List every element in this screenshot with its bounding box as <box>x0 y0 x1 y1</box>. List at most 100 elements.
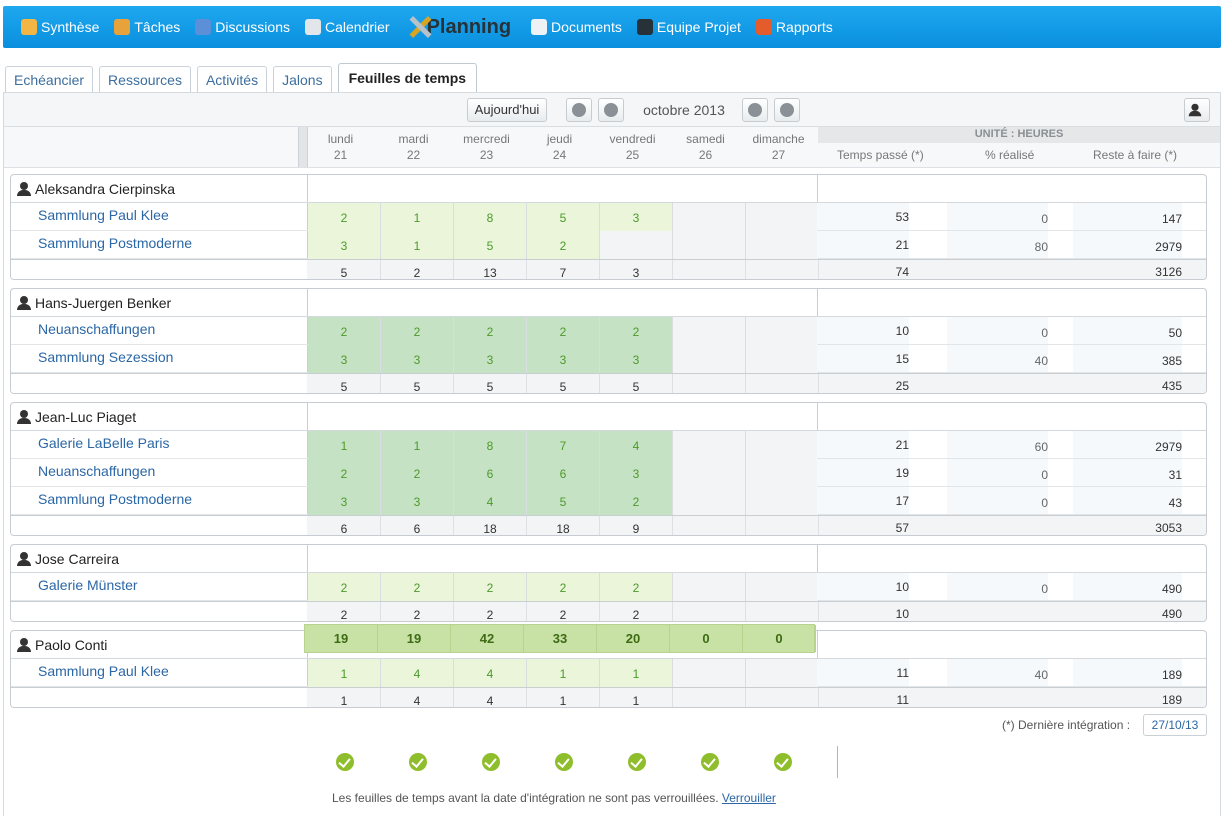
hour-cell[interactable]: 2 <box>308 573 381 601</box>
project-link[interactable]: Neuanschaffungen <box>38 463 156 479</box>
hour-cell[interactable]: 1 <box>381 203 454 231</box>
hour-cell[interactable] <box>673 231 746 259</box>
nav-discussions[interactable]: Discussions <box>195 19 290 35</box>
hour-cell[interactable]: 2 <box>600 573 673 601</box>
hour-cell[interactable]: 4 <box>381 659 454 687</box>
person-name[interactable]: Jose Carreira <box>17 551 119 567</box>
hour-cell[interactable]: 4 <box>454 487 527 515</box>
person-name[interactable]: Aleksandra Cierpinska <box>17 181 175 197</box>
today-button[interactable]: Aujourd'hui <box>467 98 547 122</box>
hour-cell[interactable]: 1 <box>381 231 454 259</box>
hour-cell[interactable]: 5 <box>454 231 527 259</box>
first-period-button[interactable] <box>566 98 592 122</box>
hour-cell[interactable]: 3 <box>527 345 600 373</box>
hour-cell[interactable]: 2 <box>381 459 454 487</box>
project-link[interactable]: Sammlung Paul Klee <box>38 207 169 223</box>
hour-cell[interactable]: 1 <box>527 659 600 687</box>
hour-cell[interactable]: 3 <box>600 459 673 487</box>
project-link[interactable]: Neuanschaffungen <box>38 321 156 337</box>
column-splitter[interactable] <box>298 127 308 167</box>
hour-cell[interactable] <box>673 573 746 601</box>
tab-2[interactable]: Ressources <box>99 66 191 92</box>
hour-cell[interactable] <box>746 487 819 515</box>
hour-cell[interactable]: 2 <box>381 573 454 601</box>
hour-cell[interactable]: 3 <box>308 231 381 259</box>
project-link[interactable]: Sammlung Postmoderne <box>38 491 193 507</box>
hour-cell[interactable]: 3 <box>381 487 454 515</box>
hour-cell[interactable]: 4 <box>600 431 673 459</box>
hour-cell[interactable]: 6 <box>454 459 527 487</box>
totals-spacer <box>11 260 307 279</box>
hour-cell[interactable]: 6 <box>527 459 600 487</box>
hour-cell[interactable] <box>746 573 819 601</box>
hour-cell[interactable] <box>673 487 746 515</box>
hour-cell[interactable]: 5 <box>527 487 600 515</box>
tab-5[interactable]: Feuilles de temps <box>337 63 478 92</box>
hour-cell[interactable]: 3 <box>308 345 381 373</box>
lock-link[interactable]: Verrouiller <box>721 791 776 805</box>
hour-cell[interactable]: 1 <box>600 659 673 687</box>
previous-period-button[interactable] <box>598 98 624 122</box>
hour-cell[interactable]: 5 <box>527 203 600 231</box>
hour-cell[interactable]: 2 <box>527 573 600 601</box>
project-link[interactable]: Galerie LaBelle Paris <box>38 435 170 451</box>
tab-4[interactable]: Jalons <box>273 66 332 92</box>
hour-cell[interactable]: 2 <box>600 487 673 515</box>
project-link[interactable]: Sammlung Sezession <box>38 349 174 365</box>
hour-cell[interactable]: 1 <box>381 431 454 459</box>
nav-t-ches[interactable]: Tâches <box>114 19 180 35</box>
integration-date-field[interactable]: 27/10/13 <box>1143 714 1207 736</box>
hour-cell[interactable]: 3 <box>454 345 527 373</box>
hour-cell[interactable]: 1 <box>308 431 381 459</box>
project-link[interactable]: Galerie Münster <box>38 577 138 593</box>
hour-cell[interactable]: 2 <box>381 317 454 345</box>
hour-cell[interactable] <box>746 317 819 345</box>
hour-cell[interactable]: 2 <box>527 231 600 259</box>
nav-calendrier[interactable]: Calendrier <box>305 19 390 35</box>
hour-cell[interactable] <box>746 345 819 373</box>
project-link[interactable]: Sammlung Postmoderne <box>38 235 193 251</box>
hour-cell[interactable] <box>673 203 746 231</box>
hour-cell[interactable]: 2 <box>454 573 527 601</box>
hour-cell[interactable]: 3 <box>308 487 381 515</box>
hour-cell[interactable]: 2 <box>600 317 673 345</box>
hour-cell[interactable] <box>673 431 746 459</box>
person-name[interactable]: Jean-Luc Piaget <box>17 409 136 425</box>
hour-cell[interactable]: 3 <box>381 345 454 373</box>
next-period-button[interactable] <box>742 98 768 122</box>
hour-cell[interactable]: 8 <box>454 431 527 459</box>
hour-cell[interactable]: 2 <box>308 317 381 345</box>
hour-cell[interactable]: 3 <box>600 203 673 231</box>
hour-cell[interactable]: 2 <box>527 317 600 345</box>
person-name[interactable]: Hans-Juergen Benker <box>17 295 171 311</box>
hour-cell[interactable] <box>746 659 819 687</box>
hour-cell[interactable] <box>746 431 819 459</box>
nav-rapports[interactable]: Rapports <box>755 19 833 35</box>
hour-cell[interactable] <box>746 203 819 231</box>
hour-cell[interactable]: 2 <box>308 459 381 487</box>
nav-synth-se[interactable]: Synthèse <box>21 19 99 35</box>
nav-planning[interactable]: Planning <box>407 14 511 40</box>
hour-cell[interactable]: 1 <box>308 659 381 687</box>
hour-cell[interactable]: 7 <box>527 431 600 459</box>
nav-documents[interactable]: Documents <box>531 19 622 35</box>
person-name[interactable]: Paolo Conti <box>17 637 107 653</box>
hour-cell[interactable] <box>746 231 819 259</box>
project-link[interactable]: Sammlung Paul Klee <box>38 663 169 679</box>
hour-cell[interactable]: 2 <box>454 317 527 345</box>
hour-cell[interactable]: 4 <box>454 659 527 687</box>
hour-cell[interactable] <box>673 345 746 373</box>
user-filter-button[interactable] <box>1184 98 1210 122</box>
last-period-button[interactable] <box>774 98 800 122</box>
tab-1[interactable]: Echéancier <box>5 66 94 92</box>
nav-equipe-projet[interactable]: Equipe Projet <box>636 19 741 35</box>
hour-cell[interactable] <box>673 659 746 687</box>
hour-cell[interactable] <box>746 459 819 487</box>
hour-cell[interactable] <box>673 459 746 487</box>
hour-cell[interactable] <box>673 317 746 345</box>
hour-cell[interactable]: 8 <box>454 203 527 231</box>
hour-cell[interactable]: 3 <box>600 345 673 373</box>
hour-cell[interactable]: 2 <box>308 203 381 231</box>
tab-3[interactable]: Activités <box>196 66 268 92</box>
hour-cell[interactable] <box>600 231 673 259</box>
